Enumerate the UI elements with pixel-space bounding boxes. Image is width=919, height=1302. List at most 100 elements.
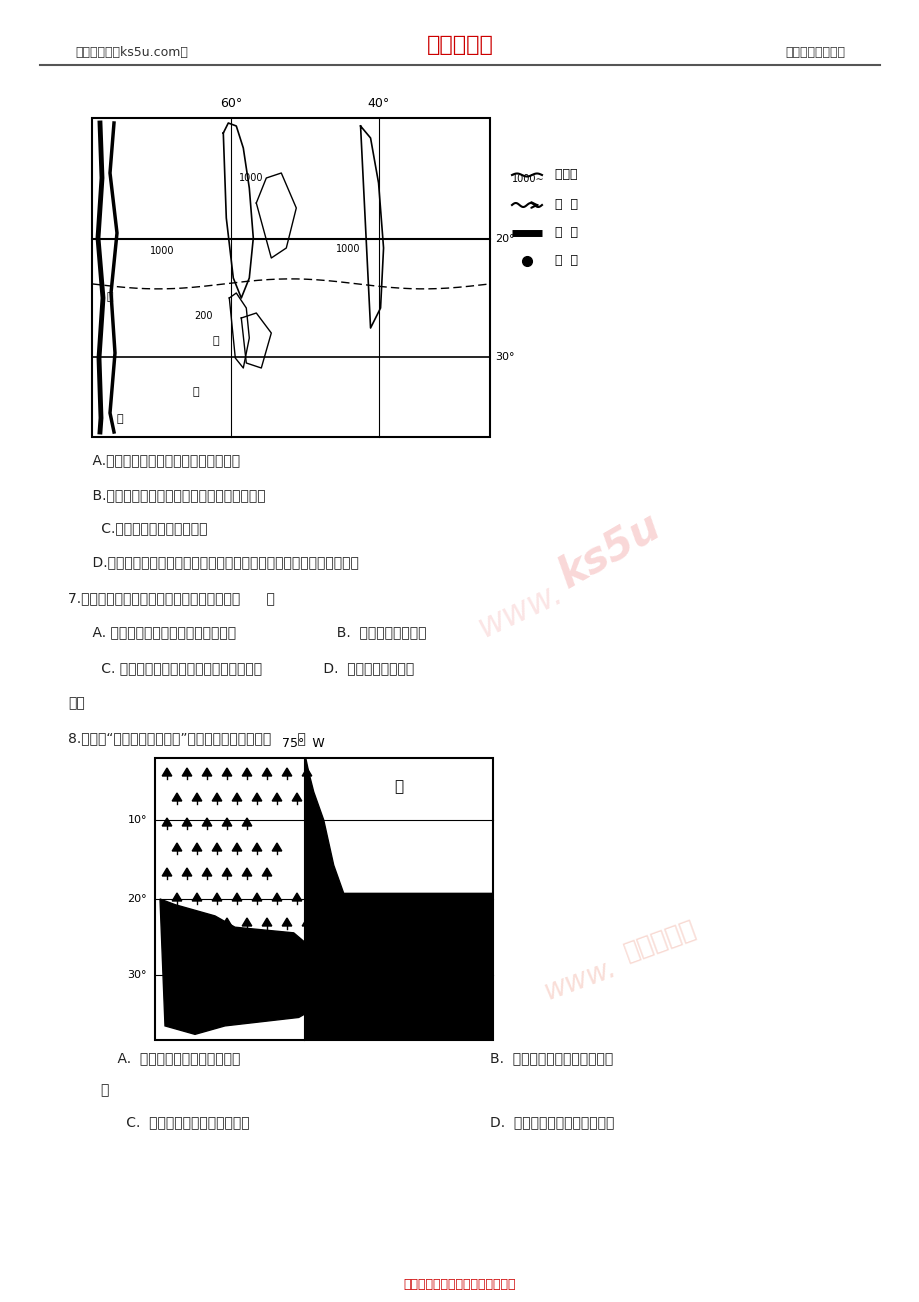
Text: 10°: 10° <box>128 815 147 825</box>
Polygon shape <box>305 758 493 1040</box>
Polygon shape <box>182 818 191 825</box>
Text: 地区: 地区 <box>68 697 85 710</box>
Bar <box>154 758 493 1040</box>
Polygon shape <box>162 868 172 876</box>
Polygon shape <box>242 868 252 876</box>
Polygon shape <box>292 943 301 950</box>
Text: 20°: 20° <box>494 234 514 245</box>
Text: 1000∼: 1000∼ <box>512 174 544 184</box>
Polygon shape <box>282 768 291 776</box>
Text: 主: 主 <box>100 1083 108 1098</box>
Text: www.: www. <box>471 575 567 644</box>
Polygon shape <box>160 898 328 1034</box>
Text: 20°: 20° <box>127 894 147 904</box>
Polygon shape <box>272 943 281 950</box>
Text: A. 小农经营、单产高、水利工程量大                       B.  主要农作物为水稼: A. 小农经营、单产高、水利工程量大 B. 主要农作物为水稼 <box>75 625 426 639</box>
Text: 您身边的高考专家: 您身边的高考专家 <box>784 46 844 59</box>
Text: 河  流: 河 流 <box>547 198 577 211</box>
Polygon shape <box>232 943 242 950</box>
Polygon shape <box>192 793 201 801</box>
Text: 7.有关乙地区农业地域类型的叙述正确的是（      ）: 7.有关乙地区农业地域类型的叙述正确的是（ ） <box>68 591 275 605</box>
Polygon shape <box>222 868 232 876</box>
Text: 40°: 40° <box>367 98 390 109</box>
Polygon shape <box>242 818 252 825</box>
Text: 甲: 甲 <box>107 292 113 302</box>
Polygon shape <box>232 793 242 801</box>
Text: D.山脉是南极洲板块和美洲板块碎撞挤压作用形成，附近多火山、地震: D.山脉是南极洲板块和美洲板块碎撞挤压作用形成，附近多火山、地震 <box>75 555 358 569</box>
Polygon shape <box>162 768 172 776</box>
Text: 丙: 丙 <box>212 336 219 346</box>
Polygon shape <box>182 768 191 776</box>
Polygon shape <box>172 893 182 901</box>
Text: A.  甲地的水汽主要来自太平洋: A. 甲地的水汽主要来自太平洋 <box>100 1051 240 1065</box>
Polygon shape <box>202 918 211 926</box>
Text: 高考资源网版权所有，侵权必究！: 高考资源网版权所有，侵权必究！ <box>403 1277 516 1290</box>
Polygon shape <box>222 768 232 776</box>
Polygon shape <box>172 943 182 950</box>
Text: ks5u: ks5u <box>550 504 668 596</box>
Text: 75°  W: 75° W <box>282 737 324 750</box>
Polygon shape <box>172 793 182 801</box>
Polygon shape <box>222 818 232 825</box>
Text: 等高线: 等高线 <box>547 168 577 181</box>
Polygon shape <box>301 918 312 926</box>
Text: 高考资源网（ks5u.com）: 高考资源网（ks5u.com） <box>75 46 187 59</box>
Text: 山  脉: 山 脉 <box>547 227 577 240</box>
Bar <box>92 118 490 437</box>
Polygon shape <box>242 918 252 926</box>
Text: 高考资源网: 高考资源网 <box>620 915 698 963</box>
Text: 甲: 甲 <box>393 779 403 794</box>
Text: C.  丙海域洋流流向为自南向北: C. 丙海域洋流流向为自南向北 <box>100 1115 249 1129</box>
Polygon shape <box>252 893 262 901</box>
Text: B.  乙地外力作用以流水侵蚀为: B. 乙地外力作用以流水侵蚀为 <box>490 1051 613 1065</box>
Polygon shape <box>232 842 242 852</box>
Text: 1000: 1000 <box>239 173 264 184</box>
Polygon shape <box>182 918 191 926</box>
Polygon shape <box>192 893 201 901</box>
Polygon shape <box>262 918 271 926</box>
Polygon shape <box>232 893 242 901</box>
Polygon shape <box>212 842 221 852</box>
Text: 60°: 60° <box>220 98 243 109</box>
Text: C.丙河由南向北流入大西洋: C.丙河由南向北流入大西洋 <box>75 521 208 535</box>
Polygon shape <box>212 793 221 801</box>
Text: www.: www. <box>539 954 619 1006</box>
Polygon shape <box>202 818 211 825</box>
Polygon shape <box>272 842 281 852</box>
Text: C. 生产规模大、机械化水平高、商品率高              D.  是出口羊毛最多的: C. 生产规模大、机械化水平高、商品率高 D. 是出口羊毛最多的 <box>75 661 414 674</box>
Polygon shape <box>272 793 281 801</box>
Polygon shape <box>262 868 271 876</box>
Text: 乙: 乙 <box>192 387 199 397</box>
Polygon shape <box>252 793 262 801</box>
Polygon shape <box>192 842 201 852</box>
Polygon shape <box>162 918 172 926</box>
Polygon shape <box>292 793 301 801</box>
Polygon shape <box>162 818 172 825</box>
Polygon shape <box>212 943 221 950</box>
Text: 8.下图为“世界某区域示意图”。下列叙述正确的是（      ）: 8.下图为“世界某区域示意图”。下列叙述正确的是（ ） <box>68 730 305 745</box>
Text: 30°: 30° <box>494 353 514 362</box>
Polygon shape <box>262 768 271 776</box>
Text: 30°: 30° <box>128 970 147 980</box>
Polygon shape <box>301 768 312 776</box>
Polygon shape <box>192 943 201 950</box>
Text: A.甲地附近海域有暖流经过，水产丰富: A.甲地附近海域有暖流经过，水产丰富 <box>75 453 240 467</box>
Text: 城  市: 城 市 <box>547 254 577 267</box>
Text: B.甲附近海域的污染物会随洋流扩散到丁海域: B.甲附近海域的污染物会随洋流扩散到丁海域 <box>75 488 266 503</box>
Polygon shape <box>222 918 232 926</box>
Polygon shape <box>252 943 262 950</box>
Polygon shape <box>292 893 301 901</box>
Text: 1000: 1000 <box>150 246 174 256</box>
Polygon shape <box>172 842 182 852</box>
Polygon shape <box>282 918 291 926</box>
Text: 丁: 丁 <box>117 414 123 424</box>
Polygon shape <box>182 868 191 876</box>
Polygon shape <box>212 893 221 901</box>
Polygon shape <box>202 868 211 876</box>
Polygon shape <box>272 893 281 901</box>
Text: D.  丁地自然带为亚热带常绿阔: D. 丁地自然带为亚热带常绿阔 <box>490 1115 614 1129</box>
Text: 200: 200 <box>194 311 212 320</box>
Text: 1000: 1000 <box>336 245 360 254</box>
Polygon shape <box>202 768 211 776</box>
Text: 高考资源网: 高考资源网 <box>426 35 493 55</box>
